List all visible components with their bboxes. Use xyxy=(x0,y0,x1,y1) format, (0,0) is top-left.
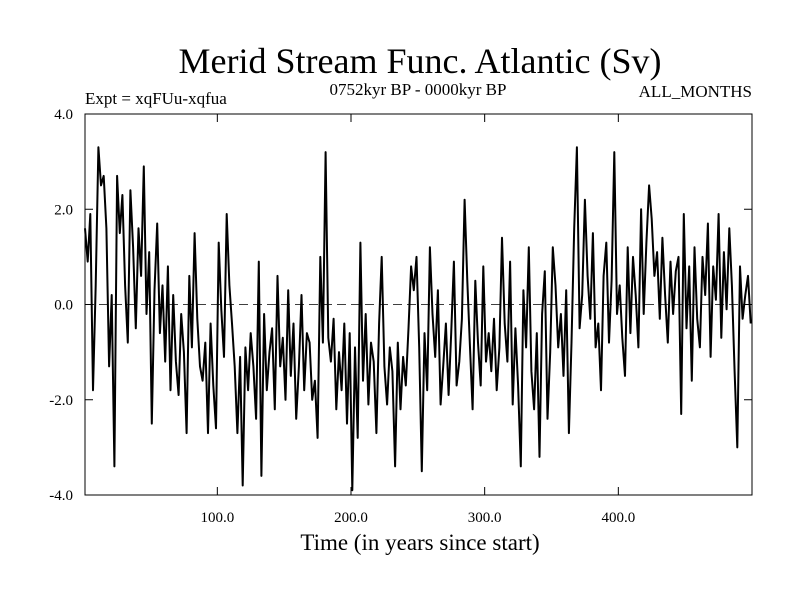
x-tick-label: 300.0 xyxy=(468,510,502,526)
series-line xyxy=(84,146,752,492)
y-tick-label: -4.0 xyxy=(49,488,73,504)
x-axis: 100.0 200.0 300.0 400.0 xyxy=(200,114,635,526)
chart-subtitle-right: ALL_MONTHS xyxy=(639,82,752,101)
y-tick-label: 0.0 xyxy=(54,298,73,314)
chart-title: Merid Stream Func. Atlantic (Sv) xyxy=(179,41,662,81)
y-tick-label: -2.0 xyxy=(49,393,73,409)
y-tick-label: 4.0 xyxy=(54,107,73,123)
chart-subtitle-left: Expt = xqFUu-xqfua xyxy=(85,89,227,108)
x-tick-label: 100.0 xyxy=(200,510,234,526)
x-tick-label: 400.0 xyxy=(601,510,635,526)
chart-subtitle-center: 0752kyr BP - 0000kyr BP xyxy=(330,80,507,99)
x-axis-label: Time (in years since start) xyxy=(300,530,539,555)
x-tick-label: 200.0 xyxy=(334,510,368,526)
y-tick-label: 2.0 xyxy=(54,202,73,218)
y-axis: -4.0 -2.0 0.0 2.0 4.0 xyxy=(49,107,752,504)
